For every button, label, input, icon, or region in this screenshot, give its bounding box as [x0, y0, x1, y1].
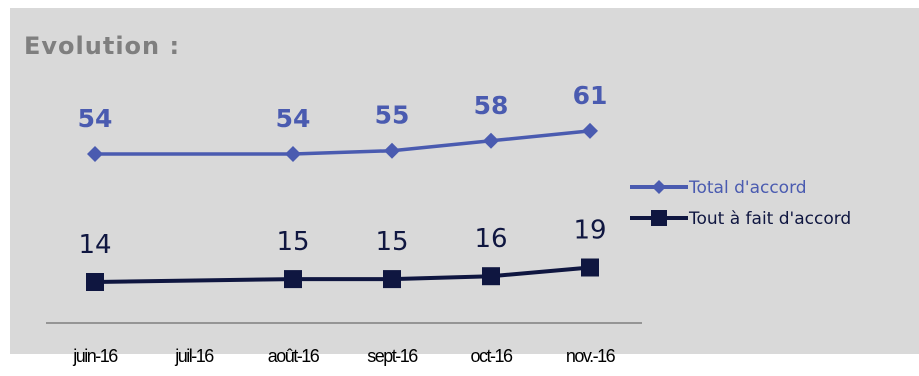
- x-tick-label: oct-16: [470, 346, 513, 366]
- data-point: [383, 270, 401, 289]
- data-point: [581, 258, 599, 277]
- x-tick-label: juil-16: [174, 346, 214, 366]
- x-tick-label: août-16: [268, 346, 320, 366]
- data-point: [285, 146, 301, 162]
- data-label: 55: [375, 101, 410, 130]
- legend-marker: [652, 180, 666, 194]
- legend-item: Tout à fait d'accord: [630, 209, 851, 229]
- data-point: [483, 132, 499, 149]
- series-tout-a-fait-d-accord: 14 15 15 16 19: [78, 216, 607, 291]
- series-line: [95, 129, 591, 156]
- legend-label: Total d'accord: [688, 178, 807, 198]
- data-label: 16: [474, 224, 507, 254]
- data-point: [284, 270, 302, 289]
- data-label: 61: [573, 81, 608, 110]
- data-label: 19: [573, 216, 606, 246]
- x-tick-label: sept-16: [367, 346, 418, 366]
- chart-heading: Evolution :: [24, 32, 181, 60]
- series-line: [94, 265, 591, 284]
- data-label: 58: [474, 91, 509, 120]
- x-tick-label: juin-16: [72, 346, 118, 366]
- data-label: 15: [375, 227, 408, 257]
- data-label: 15: [276, 227, 309, 257]
- data-label: 54: [276, 104, 311, 133]
- chart-panel: [10, 8, 919, 354]
- data-point: [384, 142, 400, 159]
- data-point: [87, 146, 103, 162]
- legend: Total d'accord Tout à fait d'accord: [630, 178, 851, 229]
- series-total-d-accord: 54 54 55 58 61: [78, 81, 608, 162]
- data-point: [582, 122, 598, 139]
- data-label: 14: [78, 230, 111, 260]
- series-layer: 54 54 55 58 61 14 15 15 16 19: [78, 81, 608, 291]
- x-tick-labels: juin-16 juil-16 août-16 sept-16 oct-16 nov.-1…: [72, 346, 617, 366]
- data-point: [482, 267, 500, 286]
- data-point: [86, 273, 104, 291]
- data-label: 54: [78, 104, 113, 133]
- legend-label: Tout à fait d'accord: [688, 209, 851, 229]
- legend-item: Total d'accord: [630, 178, 807, 198]
- x-tick-label: nov.-16: [566, 346, 616, 366]
- legend-marker: [651, 210, 667, 226]
